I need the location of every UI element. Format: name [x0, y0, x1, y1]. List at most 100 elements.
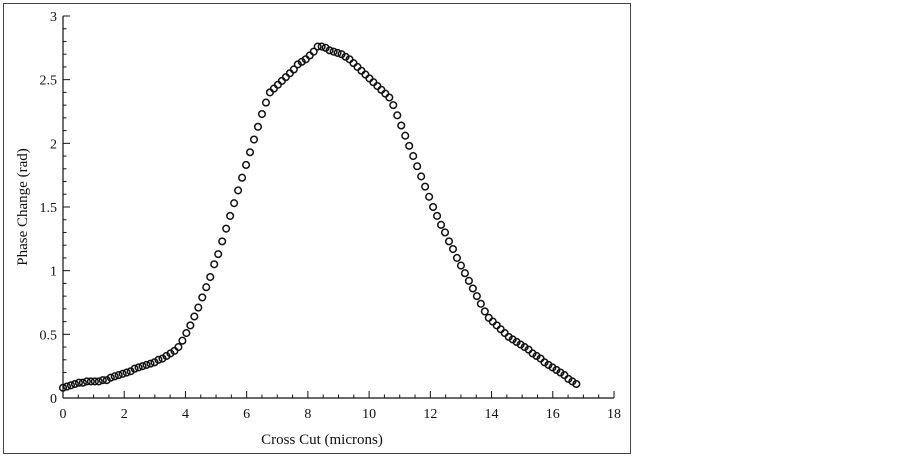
data-point [448, 244, 458, 254]
data-point [194, 303, 203, 312]
data-point [381, 89, 390, 98]
data-point [198, 293, 207, 302]
data-point [226, 211, 235, 220]
data-point [110, 372, 119, 381]
data-point [178, 336, 187, 345]
data-point [476, 299, 485, 308]
data-point [146, 359, 155, 368]
data-point [86, 377, 95, 386]
data-point [230, 199, 239, 208]
data-point [78, 378, 87, 387]
data-point [273, 80, 282, 89]
data-point [257, 109, 267, 119]
data-point [373, 81, 382, 91]
data-point [365, 74, 374, 83]
data-point [261, 98, 271, 107]
data-point [460, 269, 469, 278]
data-point [222, 224, 231, 233]
data-point [190, 312, 199, 321]
x-tick-label: 4 [182, 407, 189, 422]
data-point [66, 381, 76, 390]
data-point [277, 76, 286, 85]
y-tick-label: 2 [50, 137, 57, 152]
data-point [456, 261, 465, 270]
data-point [440, 228, 450, 237]
data-point [361, 70, 370, 79]
x-axis-ticks [62, 391, 615, 398]
x-tick-label: 0 [60, 407, 67, 422]
data-point [389, 101, 398, 110]
data-point [496, 325, 505, 334]
data-point [269, 84, 278, 93]
x-tick-label: 8 [304, 407, 311, 422]
y-tick-label: 0.5 [40, 328, 58, 343]
data-point [114, 371, 123, 380]
data-point [349, 59, 358, 68]
data-point [425, 192, 434, 201]
data-point [436, 220, 446, 229]
data-point [210, 260, 219, 269]
data-point [214, 250, 223, 259]
x-axis-tick-labels: 0 2 4 6 8 10 12 14 16 18 [60, 407, 622, 422]
data-point [305, 51, 314, 60]
data-point [500, 329, 509, 338]
data-point [357, 66, 366, 75]
data-point [58, 383, 68, 392]
data-point [444, 237, 454, 246]
data-point [369, 78, 378, 87]
data-point [118, 369, 127, 378]
data-point [472, 292, 481, 301]
x-tick-label: 6 [243, 407, 250, 422]
data-point [90, 377, 99, 386]
data-point [313, 42, 322, 51]
data-point [317, 42, 326, 51]
data-point [429, 202, 438, 212]
data-point [285, 69, 294, 78]
y-tick-label: 3 [50, 10, 57, 25]
data-point [397, 121, 406, 130]
data-points [58, 42, 581, 392]
data-point [154, 355, 163, 364]
y-tick-label: 0 [50, 392, 57, 407]
data-point [405, 141, 414, 150]
data-point [480, 307, 489, 316]
y-axis-label: Phase Change (rad) [15, 148, 31, 265]
data-point [122, 368, 131, 377]
data-point [265, 88, 274, 97]
data-point [401, 131, 410, 140]
data-point [421, 182, 430, 191]
x-tick-label: 10 [362, 407, 376, 422]
data-point [393, 111, 402, 120]
data-point [433, 211, 442, 220]
data-point [452, 253, 462, 262]
data-point [174, 343, 183, 352]
data-point [488, 317, 497, 326]
data-point [242, 160, 251, 170]
data-point [70, 379, 79, 389]
data-point [62, 382, 72, 391]
data-point [245, 148, 255, 157]
data-point [377, 85, 386, 94]
data-point [206, 272, 215, 282]
chart-frame [3, 3, 631, 454]
data-point [234, 186, 243, 195]
data-point [182, 329, 191, 338]
data-point [82, 377, 91, 386]
data-point [186, 321, 195, 330]
data-point [409, 152, 418, 161]
data-point [385, 93, 394, 102]
y-axis-ticks [63, 15, 70, 399]
y-tick-label: 1.5 [40, 201, 58, 216]
data-point [464, 276, 473, 285]
data-point [353, 62, 362, 71]
data-point [138, 362, 147, 371]
data-point [325, 46, 334, 55]
data-point [142, 360, 151, 369]
data-point [202, 283, 211, 292]
y-tick-label: 1 [50, 265, 57, 280]
data-point [281, 73, 290, 82]
data-point [329, 47, 338, 56]
y-axis-tick-labels: 0 0.5 1 1.5 2 2.5 3 [40, 10, 58, 407]
data-point [249, 135, 259, 144]
y-tick-label: 2.5 [40, 74, 58, 89]
